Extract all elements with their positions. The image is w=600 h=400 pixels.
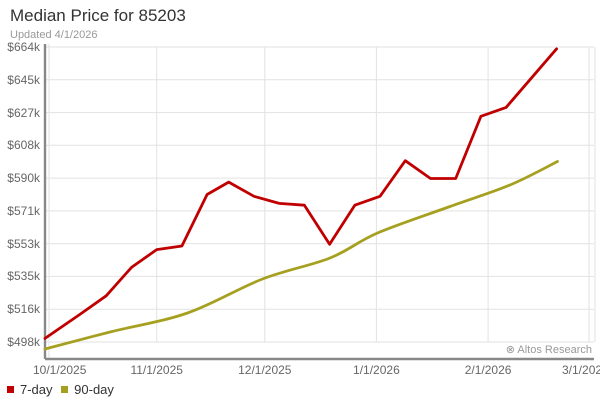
svg-text:$608k: $608k: [7, 138, 41, 152]
svg-text:2/1/2026: 2/1/2026: [465, 363, 512, 377]
svg-text:$535k: $535k: [7, 269, 41, 283]
svg-text:$571k: $571k: [7, 204, 41, 218]
svg-text:11/1/2025: 11/1/2025: [130, 363, 183, 377]
svg-text:$516k: $516k: [7, 302, 41, 316]
svg-text:⊗ Altos Research: ⊗ Altos Research: [506, 344, 592, 356]
svg-text:12/1/2025: 12/1/2025: [238, 363, 292, 377]
svg-text:$553k: $553k: [7, 237, 41, 251]
svg-text:1/1/2026: 1/1/2026: [353, 363, 400, 377]
svg-text:$590k: $590k: [7, 171, 41, 185]
svg-text:$645k: $645k: [7, 73, 41, 87]
svg-text:$627k: $627k: [7, 106, 41, 120]
svg-text:$498k: $498k: [7, 335, 41, 349]
svg-text:10/1/2025: 10/1/2025: [33, 363, 87, 377]
svg-text:3/1/2026: 3/1/2026: [562, 363, 600, 377]
svg-text:$664k: $664k: [7, 40, 41, 54]
